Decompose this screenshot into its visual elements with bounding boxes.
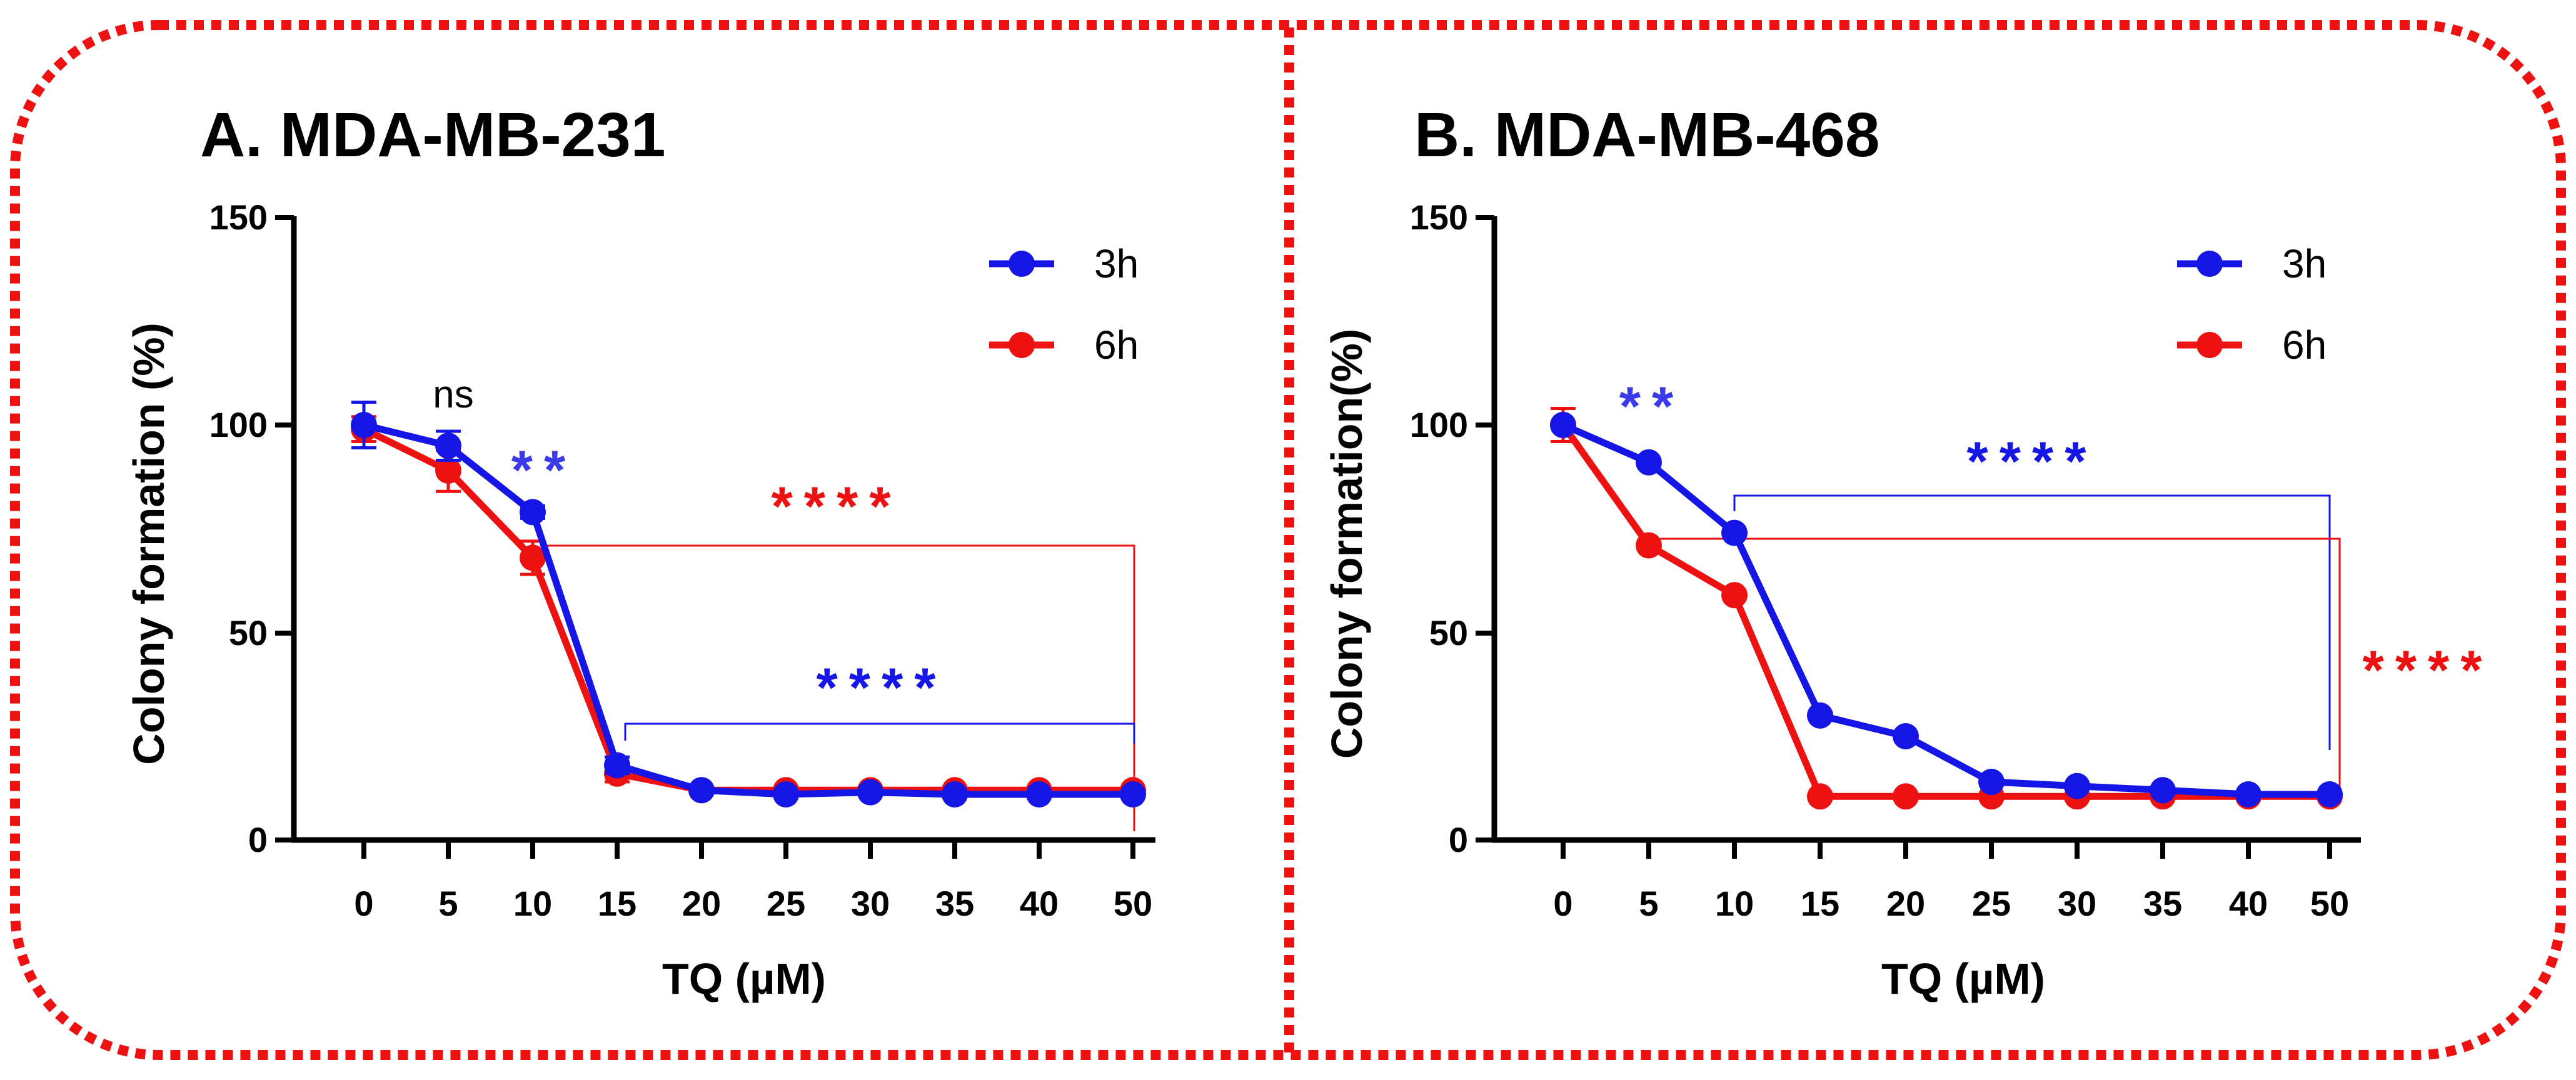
panel-title: B. MDA-MB-468 — [1414, 100, 1879, 170]
x-tick-label: 40 — [2229, 884, 2268, 923]
series-6h-point — [520, 544, 546, 571]
series-6h-point — [1893, 783, 1919, 810]
legend-marker-3h — [1009, 251, 1035, 277]
x-axis-label: TQ (µM) — [662, 954, 826, 1003]
x-tick-label: 40 — [1020, 884, 1059, 923]
series-3h-point — [942, 781, 968, 808]
sig-bracket-red — [1660, 538, 2341, 799]
x-axis-label: TQ (µM) — [1881, 954, 2045, 1003]
series-6h-line — [362, 426, 1133, 794]
y-tick-label: 0 — [1449, 820, 1468, 859]
legend-label-3h: 3h — [2282, 241, 2327, 286]
legend-marker-6h — [2196, 332, 2223, 358]
series-3h-point — [2150, 777, 2176, 804]
legend: 3h 6h — [2177, 241, 2327, 368]
series-3h-point — [604, 752, 630, 779]
y-tick-label: 100 — [1410, 405, 1468, 444]
y-tick-label: 0 — [248, 820, 268, 859]
series-6h-point — [1721, 582, 1748, 609]
x-tick-label: 10 — [513, 884, 552, 923]
series-3h-point — [1026, 781, 1052, 808]
series-marks — [1550, 406, 2343, 810]
x-tick-label: 35 — [2143, 884, 2182, 923]
x-tick-label: 25 — [1972, 884, 2011, 923]
x-tick-label: 30 — [851, 884, 890, 923]
x-tick-label: 25 — [767, 884, 805, 923]
series-3h-point — [2064, 772, 2090, 799]
x-tick-label: 20 — [682, 884, 721, 923]
sig-annotation-blue-stars: ** — [511, 439, 577, 501]
x-axis: 0 5 10 15 20 25 30 35 40 50 — [291, 837, 1155, 923]
series-3h-point — [351, 412, 377, 438]
series-3h-point — [2317, 781, 2343, 808]
x-tick-label: 50 — [2310, 884, 2349, 923]
series-marks — [351, 400, 1146, 808]
series-3h-line — [363, 421, 1133, 798]
y-axis-label: Colony formation(%) — [1322, 329, 1371, 759]
y-tick-label: 50 — [229, 613, 268, 652]
y-axis: 0 50 100 150 — [209, 198, 297, 859]
y-axis: 0 50 100 150 — [1410, 198, 1497, 859]
series-3h-point — [1721, 519, 1748, 546]
series-3h-point — [520, 499, 546, 526]
series-3h-point — [2235, 781, 2262, 808]
y-tick-label: 50 — [1429, 613, 1468, 652]
legend: 3h 6h — [989, 241, 1139, 368]
sig-annotation-red-stars: **** — [772, 475, 902, 537]
legend-label-3h: 3h — [1094, 241, 1139, 286]
legend-marker-3h — [2196, 251, 2223, 277]
series-3h-point — [688, 777, 715, 804]
x-axis: 0 5 10 15 20 25 30 35 40 50 — [1492, 837, 2361, 923]
series-3h-point — [1893, 723, 1919, 749]
sig-annotation-ns: ns — [433, 373, 473, 416]
series-3h-point — [1636, 449, 1662, 476]
x-tick-label: 30 — [2058, 884, 2096, 923]
series-3h-point — [1807, 702, 1833, 729]
series-3h-line — [1561, 421, 2330, 798]
panel-a: A. MDA-MB-231 Colony formation (%) TQ (µ… — [124, 100, 1155, 1003]
y-tick-label: 150 — [209, 198, 268, 237]
series-3h-point — [773, 781, 799, 808]
x-tick-label: 35 — [935, 884, 974, 923]
y-tick-label: 100 — [209, 405, 268, 444]
series-3h-point — [435, 432, 461, 459]
series-3h-point — [1550, 412, 1576, 438]
y-tick-label: 150 — [1410, 198, 1468, 237]
x-tick-label: 5 — [438, 884, 458, 923]
figure-border — [10, 20, 2566, 1060]
sig-annotation-red-stars: **** — [2363, 639, 2493, 701]
legend-label-6h: 6h — [1094, 322, 1139, 368]
x-tick-label: 10 — [1715, 884, 1754, 923]
sig-annotation-blue-stars: **** — [1967, 430, 2098, 492]
series-6h-line — [1560, 422, 2330, 800]
x-tick-label: 15 — [598, 884, 636, 923]
sig-annotation-blue-stars: **** — [817, 656, 947, 718]
sig-bracket-blue — [1733, 494, 2331, 750]
y-axis-label: Colony formation (%) — [124, 322, 173, 765]
series-3h-point — [1978, 769, 2005, 795]
legend-label-6h: 6h — [2282, 322, 2327, 368]
series-3h-point — [1120, 781, 1146, 808]
x-tick-label: 20 — [1886, 884, 1925, 923]
legend-marker-6h — [1009, 332, 1035, 358]
series-3h-point — [857, 779, 883, 806]
x-tick-label: 5 — [1639, 884, 1658, 923]
x-tick-label: 0 — [354, 884, 373, 923]
series-6h-point — [1636, 532, 1662, 559]
sig-annotation-blue-stars: ** — [1619, 375, 1685, 437]
panel-title: A. MDA-MB-231 — [200, 100, 665, 170]
series-6h-point — [1807, 783, 1833, 810]
panel-b: B. MDA-MB-468 Colony formation(%) TQ (µM… — [1322, 100, 2493, 1003]
x-tick-label: 50 — [1114, 884, 1152, 923]
x-tick-label: 0 — [1553, 884, 1572, 923]
series-6h-point — [435, 458, 461, 484]
x-tick-label: 15 — [1801, 884, 1839, 923]
sig-bracket-blue — [624, 722, 1135, 744]
